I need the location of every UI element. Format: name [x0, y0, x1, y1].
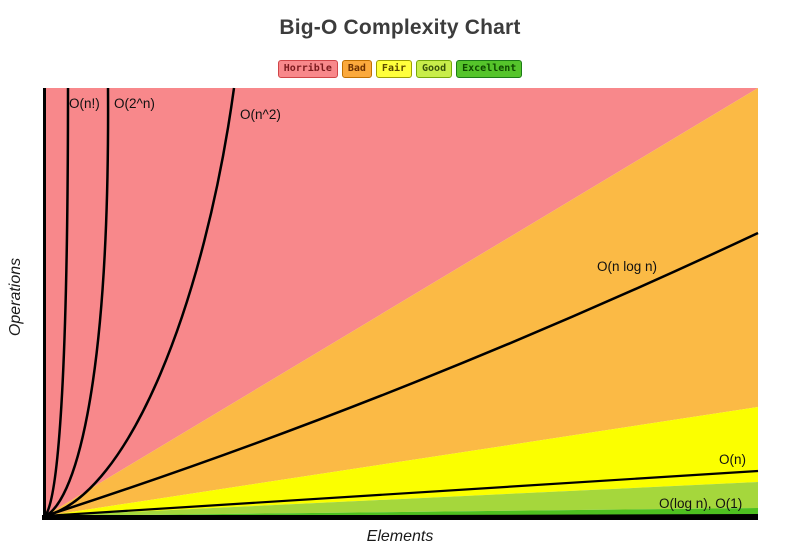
curve-o-2-pow-n [44, 87, 110, 518]
legend: Horrible Bad Fair Good Excellent [0, 60, 800, 78]
curve-label-o-n-squared: O(n^2) [240, 107, 281, 122]
y-axis-label: Operations [7, 258, 24, 336]
curve-label-o-n-factorial: O(n!) [69, 96, 100, 111]
region-fair [45, 407, 758, 516]
legend-badge-excellent: Excellent [456, 60, 523, 78]
region-bad [45, 88, 758, 516]
curve-o-n-log-n [44, 231, 759, 518]
curve-o-n-factorial [43, 87, 70, 517]
curve-label-o-n-log-n: O(n log n) [597, 259, 657, 274]
x-axis-label: Elements [367, 528, 434, 545]
region-good [45, 482, 758, 516]
region-excellent [43, 508, 758, 516]
legend-badge-bad: Bad [341, 60, 372, 78]
curve-o-n-squared [44, 87, 236, 518]
legend-badge-fair: Fair [375, 60, 413, 78]
page-title: Big-O Complexity Chart [279, 16, 521, 39]
curve-label-o-n: O(n) [719, 452, 746, 467]
legend-badge-good: Good [416, 60, 453, 78]
curve-label-o-log-n-o-1: O(log n), O(1) [659, 496, 742, 511]
curve-label-o-2-pow-n: O(2^n) [114, 96, 155, 111]
region-horrible [43, 88, 758, 516]
legend-badge-horrible: Horrible [277, 60, 338, 78]
curve-o-n [44, 469, 759, 518]
